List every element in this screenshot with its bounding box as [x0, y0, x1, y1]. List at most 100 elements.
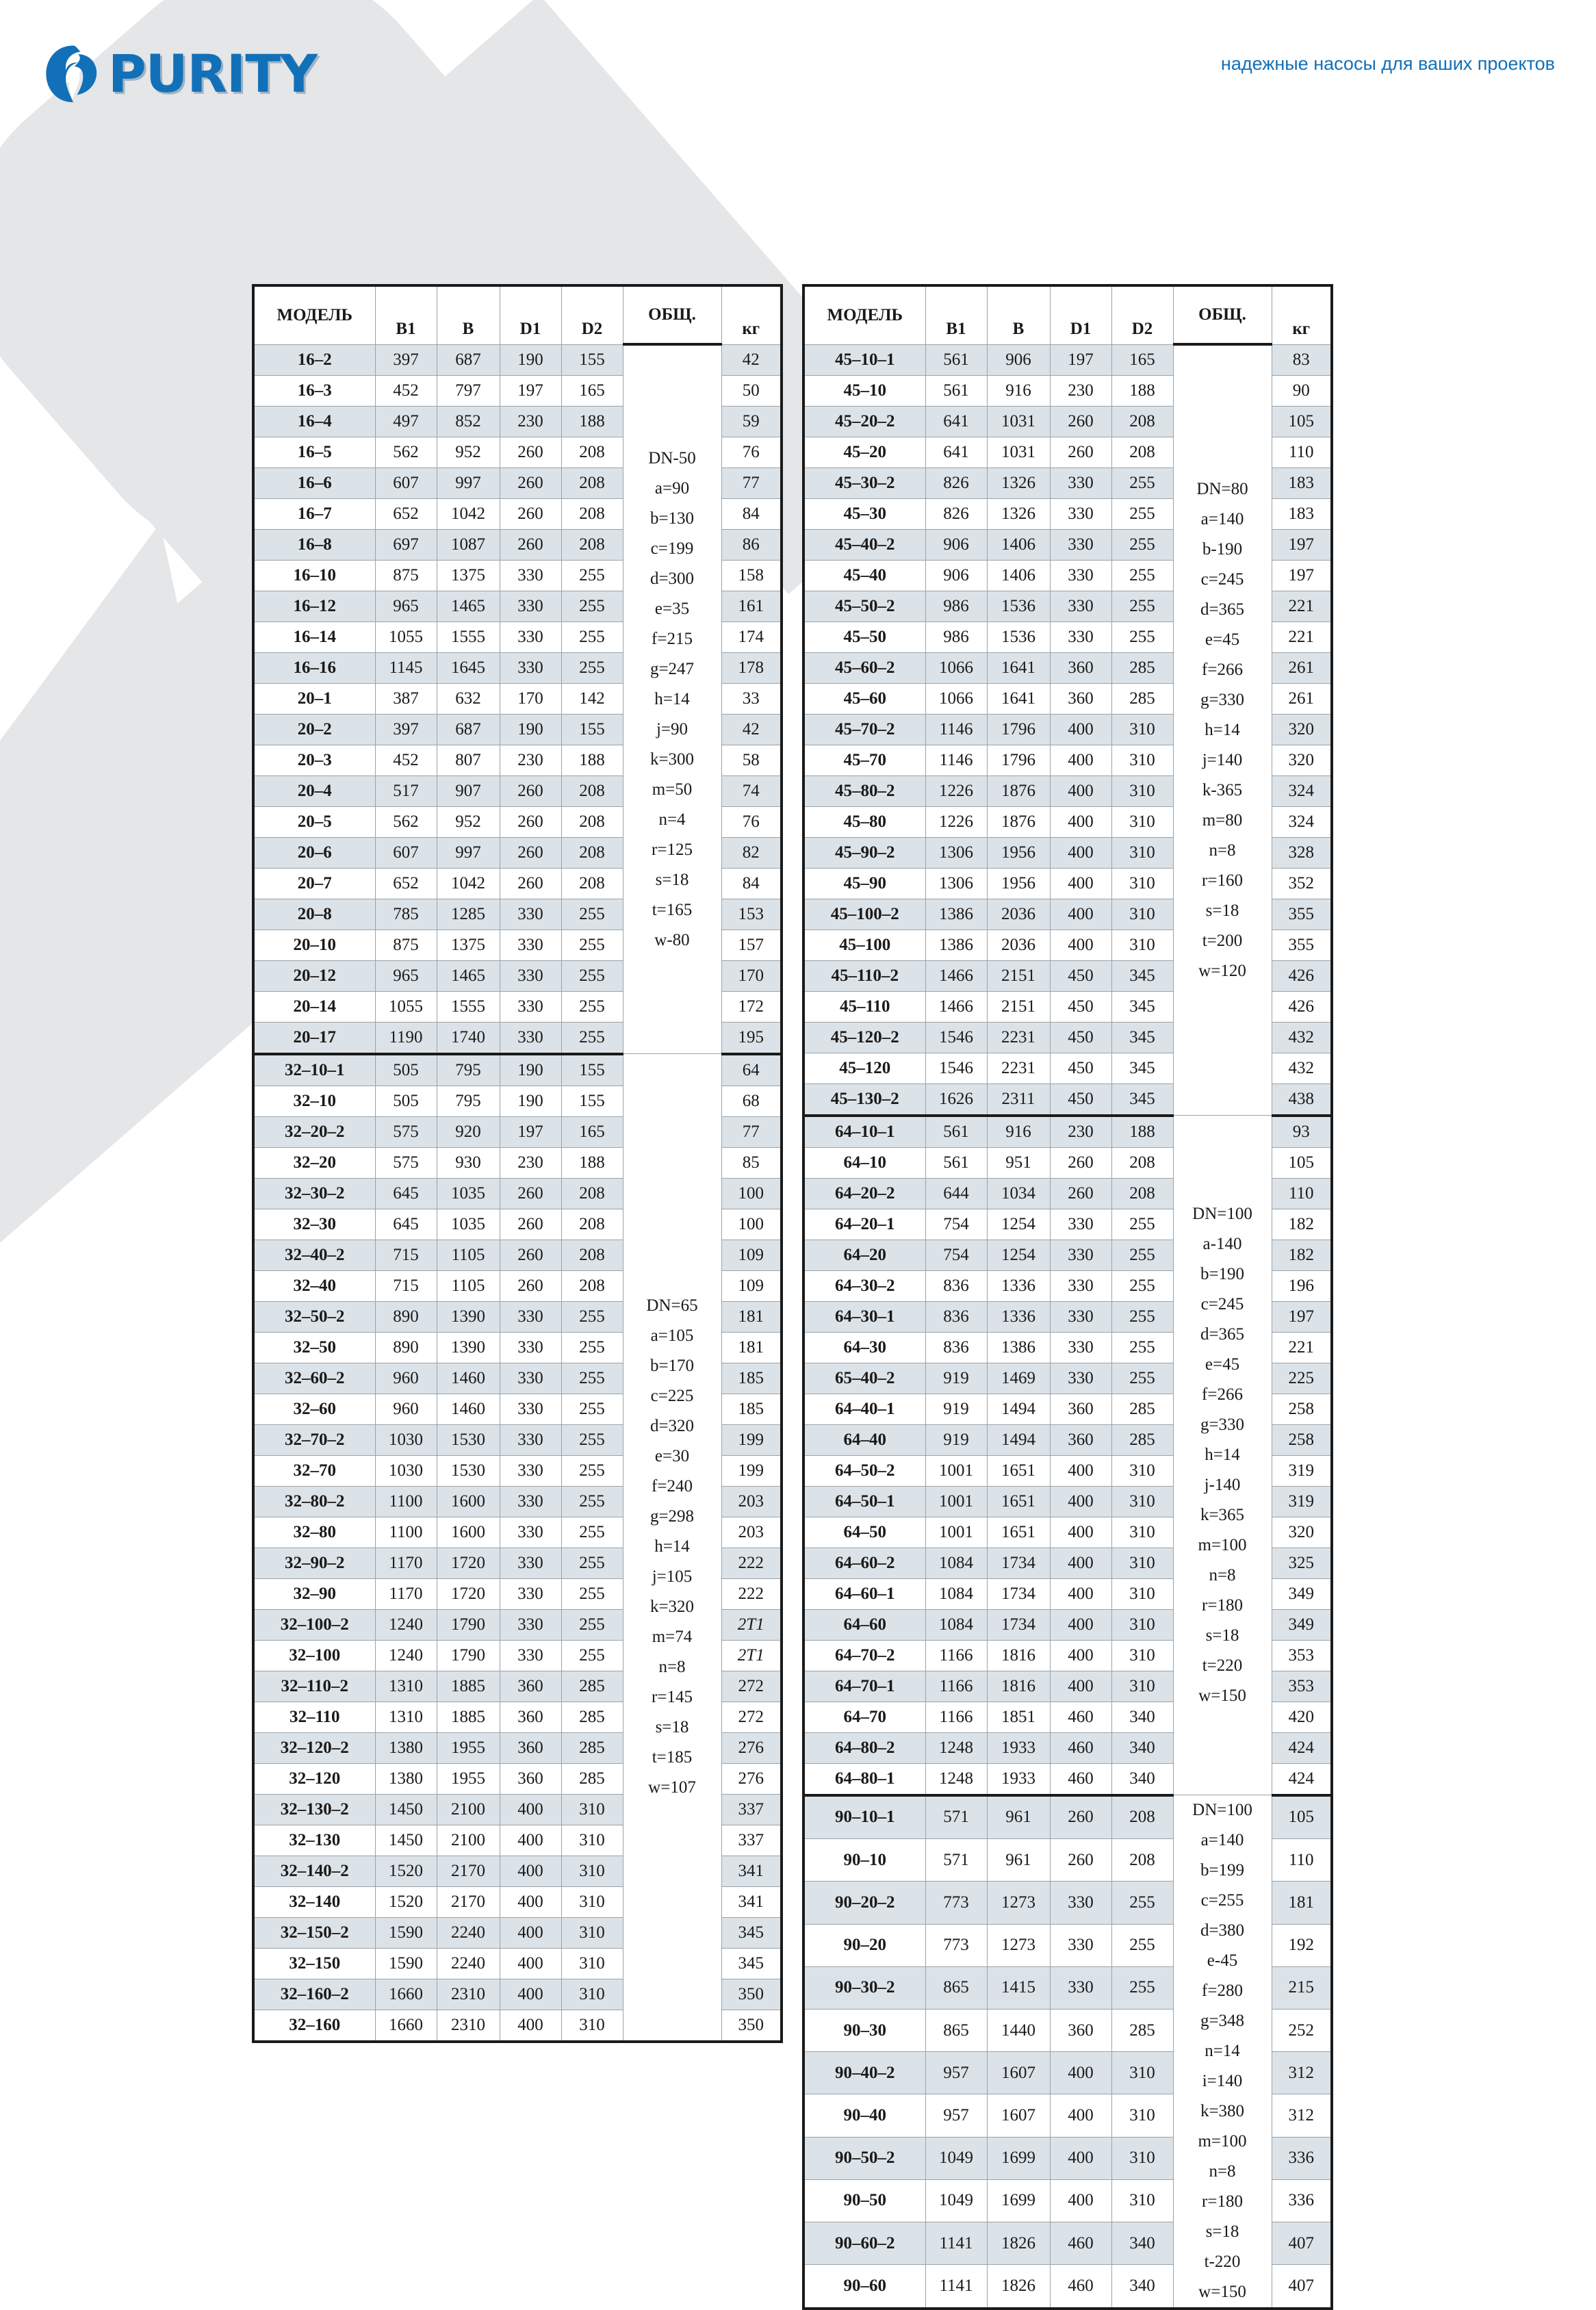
cell-b1: 1546 [925, 1052, 988, 1084]
cell-b1: 1049 [925, 2179, 988, 2222]
right-table-row: 90–20–2 773 1273 330 255 181 [803, 1881, 1333, 1925]
cell-d1: 190 [499, 344, 562, 376]
cell-b: 687 [436, 713, 500, 745]
cell-d2: 155 [561, 1085, 623, 1117]
cell-kg: 90 [1271, 374, 1333, 407]
cell-b1: 497 [374, 405, 437, 437]
cell-b1: 1590 [374, 1916, 437, 1949]
cell-d1: 330 [499, 1639, 562, 1671]
left-table-row: 32–50 890 1390 330 255 181 [253, 1331, 782, 1363]
cell-b: 1031 [986, 405, 1051, 437]
cell-b: 1406 [986, 528, 1051, 561]
cell-d2: 310 [1111, 867, 1174, 899]
cell-b1: 875 [374, 929, 437, 961]
cell-d2: 188 [1111, 374, 1174, 407]
cell-kg: 221 [1271, 1331, 1333, 1363]
cell-d2: 310 [561, 1978, 623, 2010]
cell-b1: 1030 [374, 1424, 437, 1456]
cell-kg: 197 [1271, 559, 1333, 591]
cell-d1: 400 [499, 2009, 562, 2043]
cell-b1: 890 [374, 1331, 437, 1363]
right-table-row: 64–50 1001 1651 400 310 320 [803, 1516, 1333, 1548]
cell-d2: 345 [1111, 1083, 1174, 1117]
cell-d2: 340 [1111, 2221, 1174, 2266]
cell-kg: 64 [721, 1053, 782, 1086]
cell-d2: 255 [561, 1547, 623, 1579]
cell-b: 1530 [436, 1424, 500, 1456]
cell-b: 961 [986, 1838, 1051, 1882]
cell-b: 1035 [436, 1177, 500, 1209]
cell-d1: 400 [499, 1855, 562, 1887]
cell-b1: 715 [374, 1239, 437, 1271]
cell-model: 45–60–2 [803, 652, 926, 684]
cell-kg: 355 [1271, 898, 1333, 930]
cell-b: 1254 [986, 1239, 1051, 1271]
cell-d1: 330 [499, 559, 562, 591]
cell-model: 32–40–2 [253, 1239, 376, 1271]
cell-b: 1641 [986, 682, 1051, 715]
cell-d2: 255 [561, 1516, 623, 1548]
cell-model: 45–80 [803, 806, 926, 838]
cell-d1: 330 [499, 590, 562, 622]
right-table-row: 64–60–2 1084 1734 400 310 325 [803, 1547, 1333, 1579]
cell-kg: 50 [721, 374, 782, 407]
cell-d1: 330 [499, 1021, 562, 1055]
cell-b: 1826 [986, 2221, 1051, 2266]
left-table-row: 32–120 1380 1955 360 285 276 [253, 1762, 782, 1795]
cell-b: 1645 [436, 652, 500, 684]
cell-b1: 754 [925, 1239, 988, 1271]
cell-d2: 208 [1111, 436, 1174, 468]
cell-d1: 330 [499, 1516, 562, 1548]
cell-b: 1390 [436, 1300, 500, 1333]
cell-b: 920 [436, 1116, 500, 1148]
cell-b: 1790 [436, 1639, 500, 1671]
cell-model: 32–10–1 [253, 1053, 376, 1086]
cell-kg: 182 [1271, 1208, 1333, 1240]
cell-b: 795 [436, 1085, 500, 1117]
cell-model: 90–30 [803, 2009, 926, 2053]
cell-d1: 330 [1049, 1270, 1112, 1302]
cell-b1: 575 [374, 1146, 437, 1179]
cell-kg: 199 [721, 1454, 782, 1487]
cell-b1: 452 [374, 744, 437, 776]
cell-b1: 965 [374, 960, 437, 992]
cell-d1: 400 [1049, 1608, 1112, 1641]
cell-d2: 310 [1111, 1454, 1174, 1487]
cell-b1: 1248 [925, 1762, 988, 1797]
cell-d1: 330 [1049, 1923, 1112, 1967]
cell-d2: 188 [561, 405, 623, 437]
cell-model: 64–10–1 [803, 1115, 926, 1148]
cell-d1: 400 [1049, 2136, 1112, 2180]
right-table-row: 45–90 1306 1956 400 310 352 [803, 867, 1333, 899]
cell-d2: 208 [561, 806, 623, 838]
cell-d1: 330 [499, 1485, 562, 1517]
cell-d1: 360 [1049, 682, 1112, 715]
cell-d1: 260 [499, 867, 562, 899]
cell-kg: 74 [721, 775, 782, 807]
cell-b1: 1001 [925, 1485, 988, 1517]
cell-d1: 400 [1049, 2051, 1112, 2095]
cell-model: 20–12 [253, 960, 376, 992]
brand-logo: PURITY [42, 42, 318, 105]
cell-kg: 84 [721, 498, 782, 530]
cell-b1: 1170 [374, 1547, 437, 1579]
cell-d1: 330 [1049, 621, 1112, 653]
cell-kg: 110 [1271, 1177, 1333, 1209]
cell-kg: 170 [721, 960, 782, 992]
cell-d2: 255 [561, 652, 623, 684]
cell-d1: 260 [1049, 1794, 1112, 1840]
cell-model: 16–7 [253, 498, 376, 530]
cell-d1: 400 [1049, 1485, 1112, 1517]
cell-d1: 400 [1049, 1547, 1112, 1579]
cell-b: 930 [436, 1146, 500, 1179]
cell-b1: 644 [925, 1177, 988, 1209]
cell-b: 797 [436, 374, 500, 407]
cell-kg: 252 [1271, 2009, 1333, 2053]
cell-b1: 773 [925, 1923, 988, 1967]
cell-model: 16–5 [253, 436, 376, 468]
cell-b: 1285 [436, 898, 500, 930]
cell-b1: 919 [925, 1393, 988, 1425]
cell-b: 1042 [436, 498, 500, 530]
cell-d1: 330 [499, 1424, 562, 1456]
cell-b: 1651 [986, 1516, 1051, 1548]
